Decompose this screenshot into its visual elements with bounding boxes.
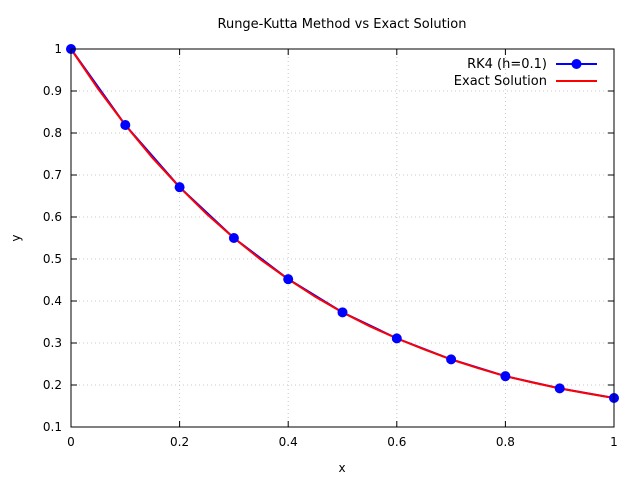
x-tick-label: 0.4 bbox=[279, 435, 298, 449]
series-line-exact bbox=[70, 48, 615, 400]
plot-frame bbox=[70, 48, 615, 428]
grid bbox=[71, 49, 614, 427]
x-tick-label: 0.8 bbox=[496, 435, 515, 449]
data-point-rk4 bbox=[554, 383, 565, 394]
chart-title: Runge-Kutta Method vs Exact Solution bbox=[218, 17, 467, 32]
y-tick-label: 0.9 bbox=[43, 84, 62, 98]
data-point-rk4 bbox=[391, 333, 402, 344]
y-tick-label: 0.2 bbox=[43, 378, 62, 392]
x-axis-label: x bbox=[338, 461, 345, 475]
legend-label-exact: Exact Solution bbox=[454, 74, 547, 89]
legend-label-rk4: RK4 (h=0.1) bbox=[467, 57, 547, 72]
data-point-rk4 bbox=[228, 233, 239, 243]
y-tick-label: 0.4 bbox=[43, 294, 62, 308]
x-tick-label: 1 bbox=[610, 435, 618, 449]
y-tick-label: 1 bbox=[54, 42, 62, 56]
data-point-rk4 bbox=[500, 371, 511, 382]
data-point-rk4 bbox=[120, 120, 131, 131]
x-tick-label: 0 bbox=[67, 435, 75, 449]
plot-area bbox=[66, 44, 619, 404]
x-tick-label: 0.6 bbox=[387, 435, 406, 449]
data-point-rk4 bbox=[337, 307, 348, 318]
y-tick-label: 0.3 bbox=[43, 336, 62, 350]
y-tick-label: 0.8 bbox=[43, 126, 62, 140]
data-point-rk4 bbox=[283, 274, 294, 285]
data-point-rk4 bbox=[174, 182, 185, 193]
x-tick-label: 0.2 bbox=[170, 435, 189, 449]
legend-marker-rk4 bbox=[571, 59, 582, 69]
legend: RK4 (h=0.1) Exact Solution bbox=[454, 57, 597, 89]
y-axis-label: y bbox=[9, 234, 23, 241]
data-point-rk4 bbox=[446, 354, 457, 365]
y-tick-label: 0.5 bbox=[43, 252, 62, 266]
series-line-rk4 bbox=[70, 48, 615, 400]
y-tick-label: 0.6 bbox=[43, 210, 62, 224]
axis-ticks: 0.1 0.2 0.3 0.4 0.5 0.6 0.7 0.8 0.9 1 0 0.2 0.4 0.6 0.… bbox=[43, 42, 618, 449]
y-tick-label: 0.1 bbox=[43, 420, 62, 434]
y-tick-label: 0.7 bbox=[43, 168, 62, 182]
